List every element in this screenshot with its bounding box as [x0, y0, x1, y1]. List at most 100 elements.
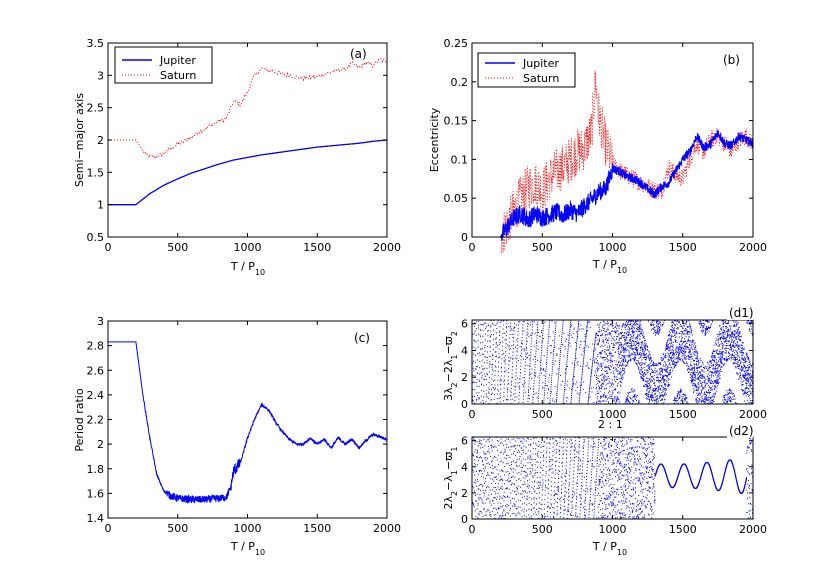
panel-d1-xtick-label: 1500 [669, 408, 697, 421]
panel-d1-ytick-label: 6 [461, 318, 468, 331]
panel-d1-label: (d1) [729, 306, 754, 320]
panel-c-ytick-label: 2.2 [87, 414, 105, 427]
panel-a-xtick-label: 1500 [303, 241, 331, 254]
panel-d2-ticks: 0 500 1000 1500 2000 0 2 4 6 [461, 435, 767, 536]
panel-a-ytick-label: 0.5 [87, 231, 105, 244]
panel-b-legend: Jupiter Saturn [477, 52, 576, 88]
panel-c-ytick-label: 2.4 [87, 389, 105, 402]
panel-c-axes-frame [107, 320, 388, 519]
panel-d2-axes-frame [471, 436, 754, 520]
panel-d2-resonant-angle-2-1: 0 500 1000 1500 2000 0 2 4 6 (d2) T / P10 2λ2−λ1… [442, 424, 767, 557]
panel-b-ytick-label: 0.15 [444, 115, 469, 128]
panel-c-ylabel: Period ratio [73, 388, 86, 451]
panel-b-xtick-label: 2000 [739, 241, 767, 254]
panel-d2-xtick-label: 0 [469, 523, 476, 536]
panel-b-ytick-label: 0.2 [451, 76, 469, 89]
panel-d2-ytick-label: 6 [461, 435, 468, 448]
panel-d1-xtick-label: 0 [469, 408, 476, 421]
panel-c-xtick-label: 500 [167, 522, 188, 535]
panel-d1-ylabel: 3λ2−2λ1−ϖ2 [442, 331, 459, 401]
panel-d2-xtick-label: 1500 [669, 523, 697, 536]
panel-d2-ytick-label: 2 [461, 487, 468, 500]
panel-d2-xtick-label: 1000 [599, 523, 627, 536]
panel-d1-ytick-label: 2 [461, 371, 468, 384]
panel-b-xtick-label: 1500 [669, 241, 697, 254]
panel-b-ytick-label: 0.25 [444, 37, 469, 50]
panel-c-xtick-label: 0 [105, 522, 112, 535]
panel-a-xtick-label: 500 [167, 241, 188, 254]
panel-c-ytick-label: 2.6 [87, 364, 105, 377]
panel-b-legend-jupiter: Jupiter [522, 57, 559, 70]
panel-a-ticks: 0 500 1000 1500 2000 0.5 1 1.5 2 2.5 3 3.5 [87, 37, 402, 254]
panel-b-axes-frame [471, 42, 754, 238]
panel-d1-xtick-label: 1000 [599, 408, 627, 421]
panel-a-label: (a) [350, 47, 367, 61]
panel-c-series-period-ratio [108, 341, 388, 505]
panel-d2-label: (d2) [729, 424, 754, 438]
panel-a-axes-frame [107, 42, 388, 238]
panel-d2-xlabel: T / P10 [592, 540, 627, 557]
panel-d2-ytick-label: 4 [461, 461, 468, 474]
panel-a-legend-box [114, 46, 213, 84]
panel-d1-caption: 2 : 1 [598, 418, 623, 431]
panel-c-period-ratio: 0 500 1000 1500 20001.41.61.822.22.42.62.83 … [73, 315, 401, 557]
panel-a-ytick-label: 1.5 [87, 166, 105, 179]
panel-a-series-saturn [108, 57, 388, 160]
panel-a-ylabel: Semi−major axis [73, 93, 86, 187]
panel-c-ytick-label: 2.8 [87, 340, 105, 353]
panel-a-xtick-label: 1000 [234, 241, 262, 254]
panel-a-ytick-label: 1 [97, 199, 104, 212]
panel-d1-resonant-angle-3-2: 0 500 1000 1500 2000 0 2 4 6 (d1) 2 : 1 3λ2−2λ1−… [442, 306, 767, 431]
panel-d2-xtick-label: 500 [532, 523, 553, 536]
panel-a-ytick-label: 3 [97, 69, 104, 82]
panel-d1-xtick-label: 2000 [739, 408, 767, 421]
panel-c-ytick-label: 1.8 [87, 463, 105, 476]
panel-a-series-jupiter [108, 139, 388, 206]
panel-c-label: (c) [354, 331, 370, 345]
panel-b-legend-box [477, 52, 576, 88]
panel-b-series-jupiter [472, 129, 754, 242]
panel-c-xtick-label: 1500 [303, 522, 331, 535]
panel-b-xtick-label: 1000 [599, 241, 627, 254]
panel-b-xlabel: T / P10 [592, 258, 627, 275]
panel-a-ytick-label: 2 [97, 134, 104, 147]
panel-d2-ylabel: 2λ2−λ1−ϖ1 [442, 447, 459, 510]
panel-c-xtick-label: 2000 [373, 522, 401, 535]
panel-b-xtick-label: 500 [532, 241, 553, 254]
panel-d1-label-bg [727, 306, 753, 320]
panel-b-ytick-label: 0.05 [444, 192, 469, 205]
panel-a-xtick-label: 0 [105, 241, 112, 254]
panel-d2-label-bg [727, 424, 753, 438]
panel-b-series [472, 70, 754, 254]
panel-c-ytick-label: 3 [97, 315, 104, 328]
panel-a-series [108, 57, 388, 206]
panel-d2-ytick-label: 0 [461, 513, 468, 526]
panel-d1-ytick-label: 0 [461, 398, 468, 411]
panel-c-xlabel: T / P10 [230, 540, 265, 557]
panel-a-legend-jupiter: Jupiter [159, 54, 196, 67]
panel-d1-axes-frame [471, 319, 754, 405]
panel-c-ytick-label: 2 [97, 438, 104, 451]
panel-b-xtick-label: 0 [469, 241, 476, 254]
panel-a-legend: Jupiter Saturn [114, 46, 213, 84]
panel-b-label: (b) [723, 53, 740, 67]
panel-d2-xtick-label: 2000 [739, 523, 767, 536]
panel-c-ytick-label: 1.4 [87, 512, 105, 525]
panel-c-ticks: 0 500 1000 1500 2000 1.4 1.6 1.8 2 2.2 2.4 2.6 2.8 3 [87, 315, 402, 535]
panel-a-xtick-label: 2000 [373, 241, 401, 254]
panel-d1-ticks: 0 500 1000 1500 2000 0 2 4 6 [461, 318, 767, 421]
panel-c-xtick-label: 1000 [234, 522, 262, 535]
panel-d2-angle-points [472, 437, 753, 519]
panel-b-ytick-label: 0 [461, 231, 468, 244]
panel-a-ytick-label: 3.5 [87, 37, 105, 50]
panel-a-legend-saturn: Saturn [160, 69, 196, 82]
panel-d1-xtick-label: 500 [532, 408, 553, 421]
panel-d1-ytick-label: 4 [461, 344, 468, 357]
panel-a-xlabel: T / P10 [230, 260, 265, 277]
panel-b-ylabel: Eccentricity [428, 107, 441, 172]
panel-c-series [108, 341, 388, 505]
panel-b-legend-saturn: Saturn [523, 72, 559, 85]
panel-a-ytick-label: 2.5 [87, 102, 105, 115]
